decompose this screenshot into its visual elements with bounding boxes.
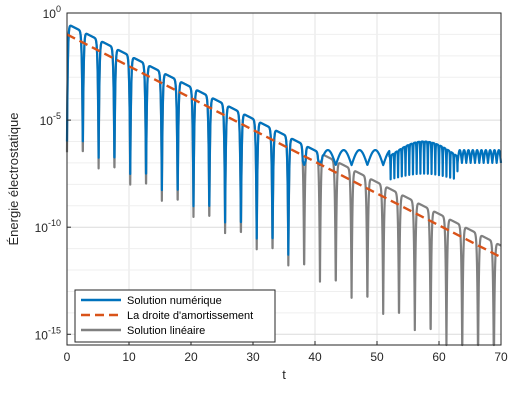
series-line-0 xyxy=(65,24,503,256)
legend: Solution numérique La droite d'amortissem… xyxy=(74,289,276,343)
series-line-1 xyxy=(66,33,502,259)
y-axis-label: Énergie électrostatique xyxy=(6,113,21,246)
y-tick-label: 10-10 xyxy=(35,218,61,235)
legend-label-1: La droite d'amortissement xyxy=(127,310,253,322)
x-tick-label: 30 xyxy=(246,350,260,364)
series-layer xyxy=(65,24,503,347)
legend-box xyxy=(74,289,276,343)
x-tick-label: 70 xyxy=(494,350,508,364)
x-tick-label: 10 xyxy=(122,350,136,364)
x-axis-label: t xyxy=(282,367,286,382)
y-tick-label: 10-5 xyxy=(40,111,61,128)
x-tick-label: 20 xyxy=(184,350,198,364)
y-tick-label: 100 xyxy=(43,4,61,21)
x-tick-label: 50 xyxy=(370,350,384,364)
legend-label-0: Solution numérique xyxy=(127,295,222,307)
y-axis: 100 10-5 10-10 10-15 xyxy=(35,4,71,342)
y-tick-label: 10-15 xyxy=(35,325,61,342)
x-tick-label: 60 xyxy=(432,350,446,364)
legend-label-2: Solution linéaire xyxy=(127,325,205,337)
axes-box xyxy=(66,12,502,346)
x-tick-label: 40 xyxy=(308,350,322,364)
x-tick-label: 0 xyxy=(64,350,71,364)
